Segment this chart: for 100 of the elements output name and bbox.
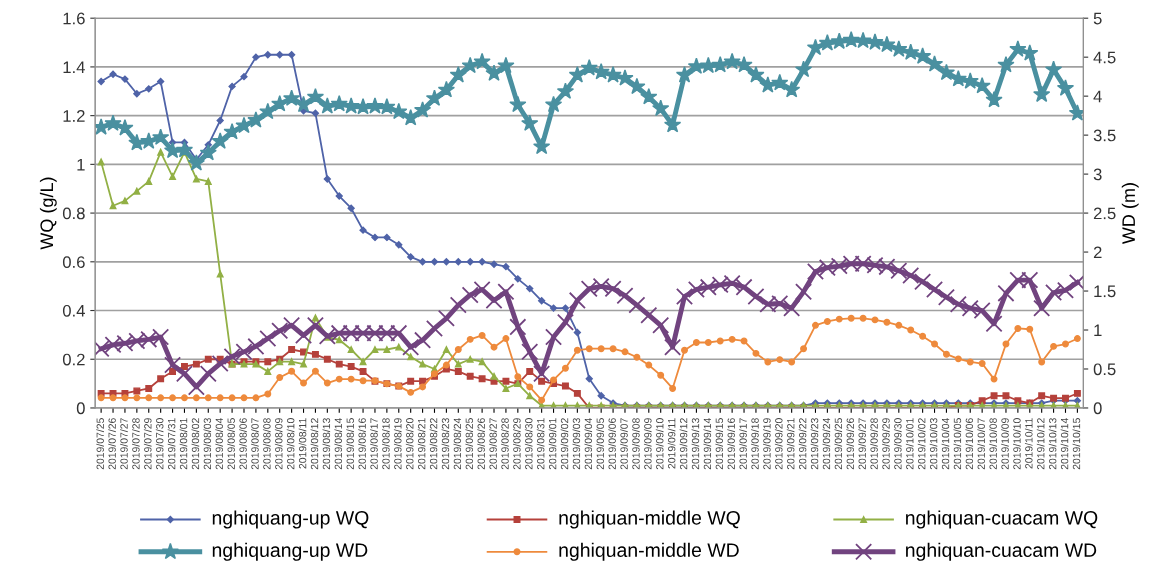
legend-label: nghiquan-middle WQ bbox=[559, 510, 740, 529]
x-tick-label: 2019/08/21 bbox=[417, 418, 426, 470]
x-tick-label: 2019/10/15 bbox=[1072, 418, 1081, 470]
x-tick-label: 2019/09/28 bbox=[870, 418, 878, 470]
x-tick-label: 2019/10/03 bbox=[929, 418, 938, 470]
y2-tick-label: 1.5 bbox=[1094, 285, 1116, 298]
x-tick-label: 2019/08/26 bbox=[477, 418, 485, 470]
x-tick-label: 2019/08/29 bbox=[512, 418, 521, 470]
x-tick-label: 2019/08/09 bbox=[274, 418, 283, 470]
x-tick-label: 2019/08/04 bbox=[215, 417, 223, 470]
y2-tick-label: 3.5 bbox=[1093, 129, 1116, 142]
y2-tick-label: 3 bbox=[1093, 168, 1102, 181]
y-tick-label: 1.2 bbox=[63, 110, 85, 122]
x-tick-label: 2019/08/03 bbox=[203, 418, 212, 470]
x-tick-label: 2019/08/28 bbox=[501, 418, 509, 470]
x-tick-label: 2019/09/04 bbox=[584, 417, 593, 470]
y2-tick-label: 2 bbox=[1093, 246, 1102, 259]
x-tick-label: 2019/08/14 bbox=[334, 417, 343, 470]
x-tick-label: 2019/10/05 bbox=[953, 418, 962, 470]
y2-tick-label: 0.5 bbox=[1093, 363, 1116, 376]
x-tick-label: 2019/09/18 bbox=[751, 418, 759, 470]
x-tick-label: 2019/08/20 bbox=[405, 418, 414, 470]
x-tick-label: 2019/09/22 bbox=[798, 418, 807, 470]
x-tick-label: 2019/08/30 bbox=[524, 418, 533, 470]
y2-tick-label: 4 bbox=[1093, 90, 1102, 103]
x-tick-label: 2019/07/30 bbox=[155, 418, 164, 470]
x-tick-label: 2019/08/31 bbox=[536, 418, 545, 470]
x-tick-label: 2019/09/27 bbox=[858, 418, 866, 470]
x-tick-label: 2019/08/10 bbox=[286, 418, 295, 470]
x-tick-label: 2019/09/13 bbox=[691, 418, 700, 470]
y2-tick-label: 5 bbox=[1093, 12, 1102, 25]
x-tick-label: 2019/07/26 bbox=[108, 418, 116, 470]
x-tick-label: 2019/10/12 bbox=[1036, 418, 1045, 470]
x-tick-label: 2019/10/02 bbox=[917, 418, 926, 470]
x-tick-label: 2019/09/19 bbox=[762, 418, 771, 470]
legend-label: nghiquan-cuacam WQ bbox=[906, 510, 1098, 529]
x-tick-label: 2019/07/28 bbox=[131, 418, 140, 470]
x-tick-label: 2019/09/29 bbox=[882, 418, 890, 470]
x-tick-label: 2019/09/16 bbox=[727, 418, 735, 470]
x-tick-label: 2019/08/19 bbox=[393, 418, 402, 470]
x-tick-label: 2019/08/08 bbox=[262, 418, 271, 470]
x-tick-label: 2019/10/06 bbox=[965, 418, 974, 470]
x-tick-label: 2019/08/18 bbox=[382, 418, 390, 470]
x-tick-label: 2019/09/10 bbox=[655, 418, 664, 470]
legend-label: nghiquang-up WQ bbox=[212, 510, 369, 529]
x-tick-label: 2019/10/01 bbox=[905, 418, 914, 470]
x-tick-label: 2019/08/06 bbox=[239, 418, 247, 470]
x-tick-label: 2019/08/01 bbox=[179, 418, 188, 470]
legend-label: nghiquan-middle WD bbox=[559, 542, 739, 561]
y2-axis-title: WD (m) bbox=[1121, 183, 1139, 245]
x-tick-label: 2019/09/23 bbox=[810, 418, 819, 470]
x-tick-label: 2019/08/16 bbox=[358, 418, 366, 470]
x-tick-label: 2019/08/25 bbox=[465, 418, 473, 470]
y-tick-label: 0.4 bbox=[62, 304, 85, 317]
x-tick-label: 2019/09/07 bbox=[620, 418, 628, 470]
x-tick-label: 2019/08/23 bbox=[441, 418, 450, 470]
x-tick-label: 2019/10/10 bbox=[1013, 418, 1021, 470]
x-tick-label: 2019/09/14 bbox=[703, 417, 712, 470]
x-tick-label: 2019/08/27 bbox=[489, 418, 497, 470]
x-tick-label: 2019/10/13 bbox=[1048, 418, 1057, 470]
x-tick-label: 2019/07/31 bbox=[167, 418, 176, 470]
y2-tick-label: 4.5 bbox=[1093, 51, 1116, 64]
x-tick-label: 2019/10/07 bbox=[977, 418, 985, 470]
x-tick-label: 2019/09/03 bbox=[572, 418, 581, 470]
x-tick-label: 2019/10/14 bbox=[1060, 417, 1069, 470]
x-tick-label: 2019/08/22 bbox=[429, 418, 438, 470]
x-tick-label: 2019/09/11 bbox=[667, 418, 676, 469]
x-tick-label: 2019/09/21 bbox=[786, 418, 795, 470]
x-tick-label: 2019/09/20 bbox=[774, 418, 783, 470]
x-tick-label: 2019/09/12 bbox=[679, 418, 688, 470]
x-tick-label: 2019/09/26 bbox=[846, 418, 854, 470]
y-tick-label: 0.8 bbox=[62, 207, 85, 220]
x-tick-label: 2019/08/13 bbox=[322, 418, 331, 470]
y-tick-label: 1.4 bbox=[63, 61, 85, 73]
y2-tick-label: 0 bbox=[1093, 402, 1102, 415]
y-tick-label: 1 bbox=[77, 158, 85, 171]
x-tick-label: 2019/08/12 bbox=[310, 418, 319, 470]
x-tick-label: 2019/09/05 bbox=[596, 418, 604, 470]
x-tick-label: 2019/09/06 bbox=[608, 418, 616, 470]
y2-tick-label: 2.5 bbox=[1093, 207, 1116, 220]
y-tick-label: 0.2 bbox=[62, 353, 85, 366]
y-tick-label: 0 bbox=[76, 402, 85, 415]
x-tick-label: 2019/08/02 bbox=[191, 418, 200, 470]
x-tick-label: 2019/08/15 bbox=[346, 418, 354, 470]
x-tick-label: 2019/09/25 bbox=[834, 418, 843, 470]
x-tick-label: 2019/10/11 bbox=[1024, 418, 1033, 469]
x-tick-label: 2019/08/24 bbox=[453, 417, 462, 470]
legend-label: nghiquan-cuacam WD bbox=[906, 542, 1097, 561]
x-tick-label: 2019/10/04 bbox=[941, 417, 950, 470]
x-tick-label: 2019/08/17 bbox=[370, 418, 378, 470]
x-tick-label: 2019/09/30 bbox=[893, 418, 902, 470]
x-tick-label: 2019/09/24 bbox=[822, 417, 831, 470]
x-tick-label: 2019/09/08 bbox=[632, 418, 640, 470]
x-tick-label: 2019/07/27 bbox=[120, 418, 128, 470]
x-tick-label: 2019/09/15 bbox=[715, 418, 724, 470]
x-tick-label: 2019/08/11 bbox=[298, 418, 307, 469]
x-tick-label: 2019/07/25 bbox=[96, 418, 104, 470]
y-tick-label: 0.6 bbox=[62, 256, 85, 269]
y2-tick-label: 1 bbox=[1094, 324, 1102, 337]
x-tick-label: 2019/09/02 bbox=[560, 418, 569, 470]
